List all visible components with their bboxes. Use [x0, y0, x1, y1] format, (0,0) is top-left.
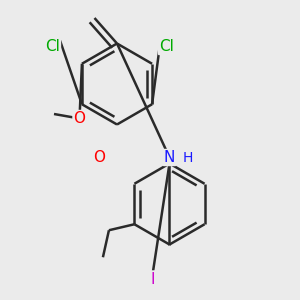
Text: H: H: [182, 151, 193, 164]
Text: Cl: Cl: [45, 39, 60, 54]
Text: O: O: [74, 111, 86, 126]
Text: O: O: [93, 150, 105, 165]
Text: N: N: [164, 150, 175, 165]
Text: Cl: Cl: [159, 39, 174, 54]
Text: I: I: [151, 272, 155, 286]
